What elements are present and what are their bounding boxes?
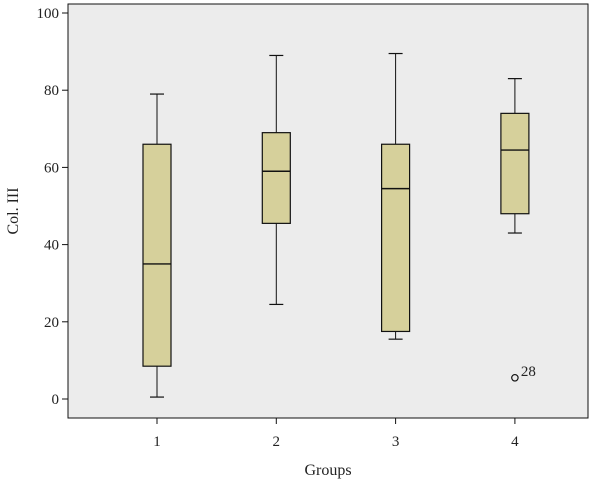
y-tick-label: 0 — [52, 392, 60, 408]
boxes — [142, 52, 530, 398]
x-tick-label: 2 — [273, 434, 281, 450]
y-axis-title: Col. III — [5, 187, 22, 234]
y-tick-label: 100 — [37, 6, 60, 22]
x-tick-label: 1 — [153, 434, 161, 450]
iqr-box — [261, 132, 291, 224]
box-group — [142, 93, 172, 398]
box-group — [500, 78, 530, 234]
y-tick-label: 20 — [44, 315, 59, 331]
y-tick-label: 40 — [44, 238, 59, 254]
x-axis: 1 2 3 4 — [153, 418, 519, 450]
iqr-box — [381, 143, 411, 333]
outliers: 28 — [511, 364, 536, 382]
box-group — [381, 52, 411, 340]
y-axis: 0 20 40 60 80 100 — [37, 6, 68, 408]
x-tick-label: 4 — [511, 434, 519, 450]
iqr-box — [142, 143, 172, 367]
y-tick-label: 80 — [44, 83, 59, 99]
y-tick-label: 60 — [44, 160, 59, 176]
outlier-label: 28 — [521, 364, 536, 380]
x-axis-title: Groups — [304, 462, 351, 479]
outlier-point — [511, 373, 519, 382]
box-group — [261, 54, 291, 306]
x-tick-label: 3 — [392, 434, 400, 450]
iqr-box — [500, 112, 530, 215]
